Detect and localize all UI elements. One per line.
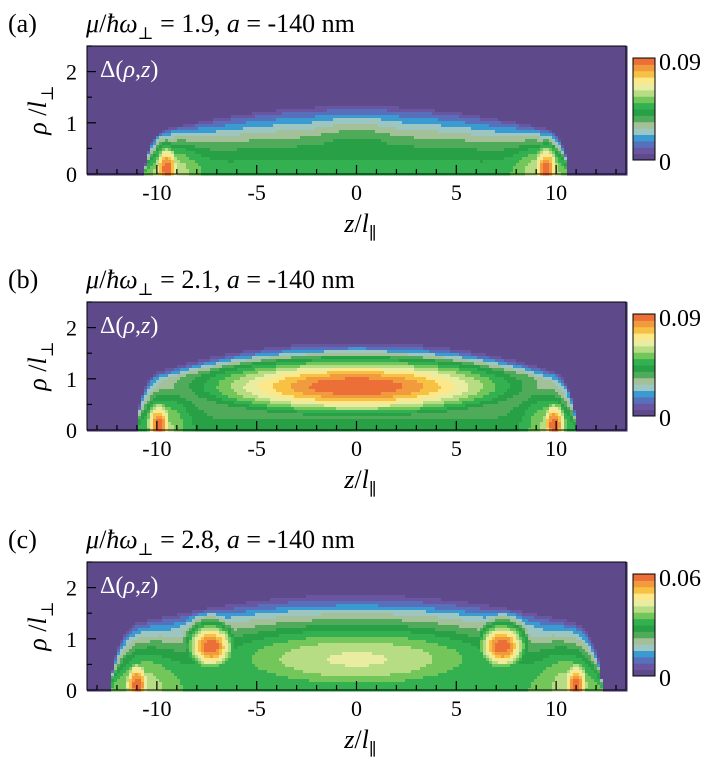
chart-panel-1: (a) μ/ħω⊥ = 1.9, a = -140 nm-10 -5 0 5 10012z… (8, 9, 701, 243)
panel-label: (a) (8, 9, 37, 38)
chart-title: μ/ħω⊥ = 1.9, a = -140 nm (85, 9, 355, 43)
heatmap (87, 46, 628, 176)
